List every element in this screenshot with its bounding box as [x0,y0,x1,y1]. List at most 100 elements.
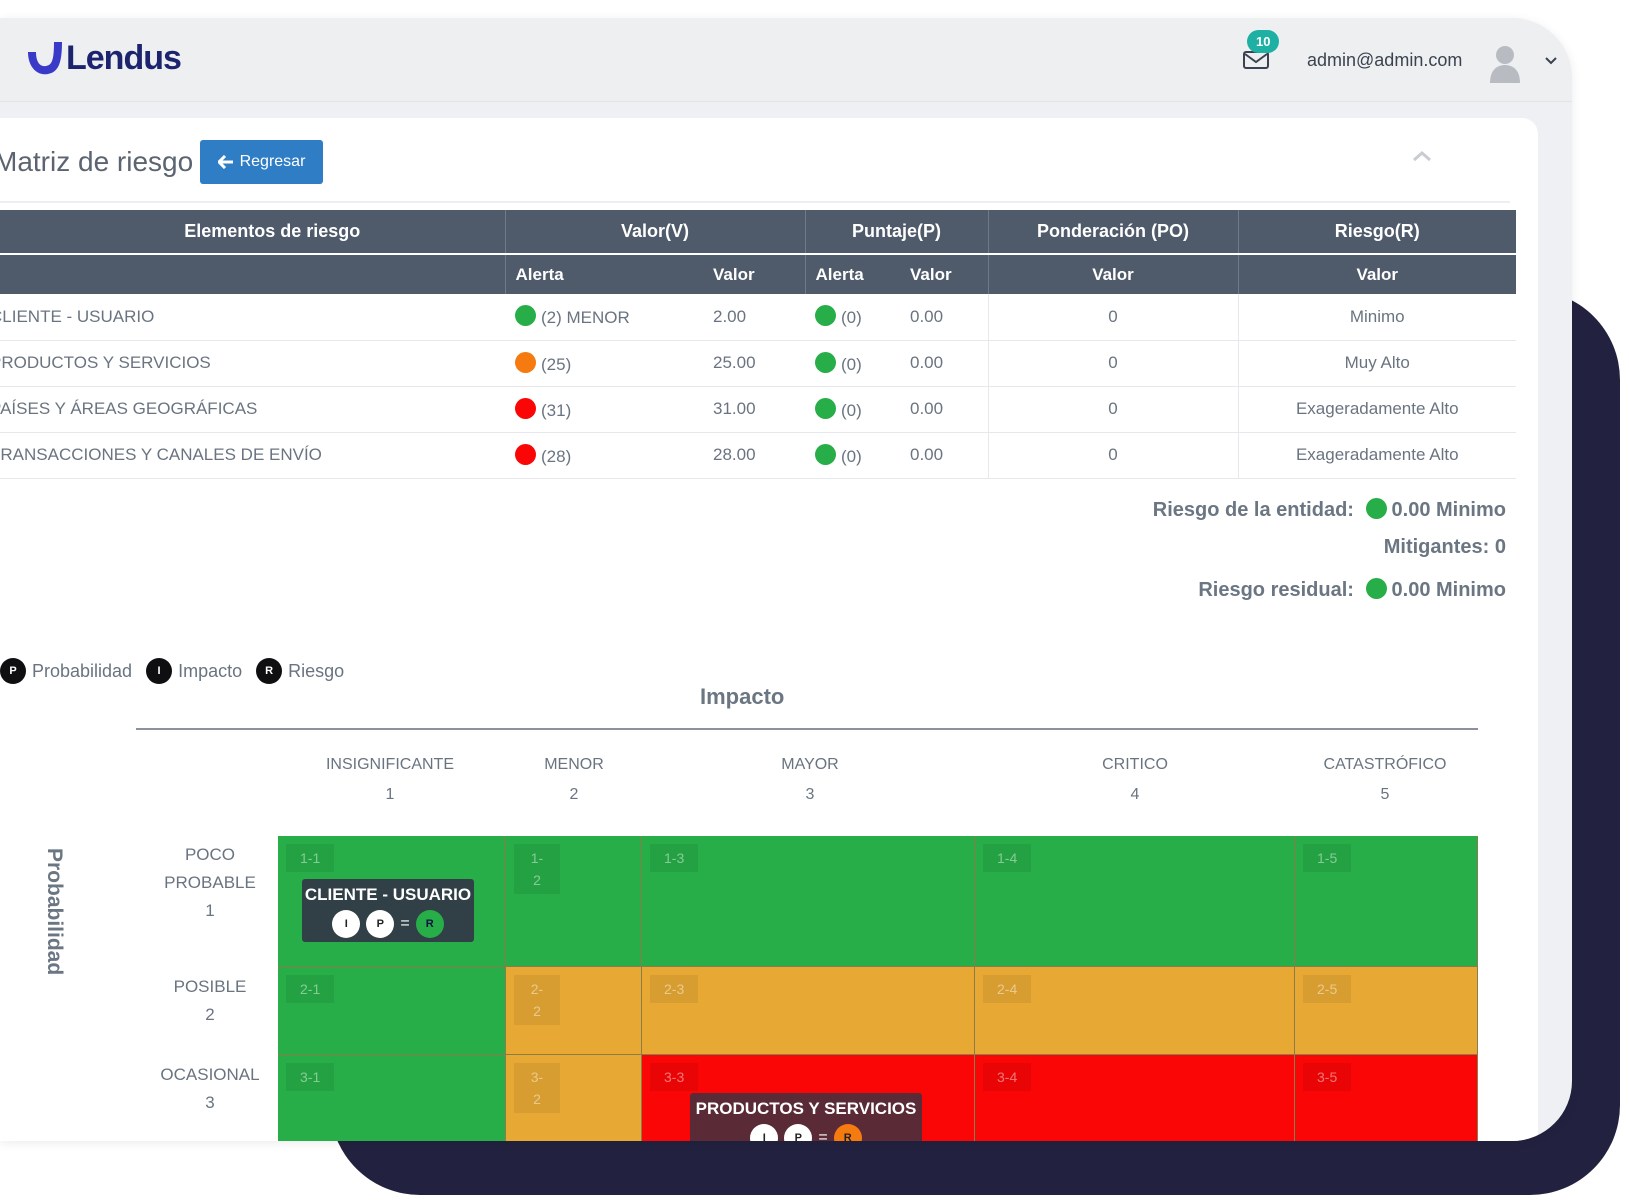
chevron-up-icon[interactable] [1410,148,1434,164]
probability-axis-title: Probabilidad [43,848,66,976]
chevron-down-icon[interactable] [1544,54,1558,68]
v-alert-dot [515,397,536,419]
risk-element-card[interactable]: CLIENTE - USUARIO I P = R [302,879,474,942]
impact-level-num: 1 [385,786,395,803]
row-po-value: 0 [987,432,1238,479]
impact-level-num: 3 [805,786,815,803]
p-alert-text: (0) [841,308,862,328]
back-button-label: Regresar [239,153,306,170]
legend-p-badge: P [0,658,26,684]
row-element: CLIENTE - USUARIO [0,294,505,341]
residual-risk: Riesgo residual: 0.00 Minimo [1198,578,1506,602]
residual-risk-value: 0.00 Minimo [1391,579,1506,601]
matrix-cell[interactable]: 2-1 [278,967,506,1055]
row-p-alert: (0) [805,386,900,433]
v-alert-dot [515,443,536,465]
impact-level-num: 5 [1380,786,1390,803]
legend-r-badge: R [256,658,283,684]
impact-level-num: 4 [1130,786,1140,803]
matrix-cell-tag: 3-1 [286,1063,335,1091]
risk-element-card[interactable]: PRODUCTOS Y SERVICIOS I P = R [690,1093,922,1141]
row-p-alert: (0) [805,294,900,341]
matrix-cell-tag: 2-4 [983,975,1032,1003]
p-alert-text: (0) [841,400,862,420]
impact-level-header: CATASTRÓFICO 5 [1295,750,1475,810]
matrix-cell-tag: 3-5 [1303,1063,1352,1091]
matrix-cell-tag: 1-3 [650,844,699,872]
legend-p-label: Probabilidad [32,660,133,681]
v-alert-text: (2) MENOR [541,308,630,328]
entity-risk-label: Riesgo de la entidad: [1152,499,1354,521]
app-window: Lendus 10 admin@admin.com Matriz de ries… [0,18,1572,1141]
table-row: PAÍSES Y ÁREAS GEOGRÁFICAS (31) 31.00 (0) 0.… [0,386,1516,433]
matrix-cell[interactable]: 1-3 [642,836,975,967]
row-v-value: 2.00 [703,294,805,341]
impact-level-num: 2 [569,786,579,803]
matrix-cell[interactable]: 3-1 [278,1055,506,1141]
table-row: TRANSACCIONES Y CANALES DE ENVÍO (28) 28.0… [0,432,1516,479]
row-po-value: 0 [987,340,1238,387]
row-v-alert: (2) MENOR [505,294,703,341]
avatar-icon[interactable] [1488,43,1522,83]
matrix-cell[interactable]: 2-4 [975,967,1295,1055]
mitigants: Mitigantes: 0 [1384,536,1506,559]
matrix-cell[interactable]: 1-2 [506,836,642,967]
p-alert-dot [815,305,836,327]
impact-level-name: MAYOR [781,756,839,773]
row-v-value: 28.00 [703,432,805,479]
probability-level-num: 1 [205,901,215,920]
equals-sign: = [400,915,410,932]
divider [0,201,1510,203]
risk-chip: R [833,1124,862,1141]
row-po-value: 0 [987,294,1238,341]
p-alert-dot [815,397,836,419]
row-v-alert: (25) [505,340,703,387]
subheader-p-alert: Alerta [805,253,900,294]
row-p-value: 0.00 [900,386,988,433]
row-p-value: 0.00 [900,340,988,387]
matrix-cell[interactable]: 3-5 [1295,1055,1478,1141]
impact-level-name: CRITICO [1102,756,1168,773]
impact-chip: I [750,1124,779,1141]
impact-level-name: MENOR [544,756,604,773]
matrix-cell[interactable]: 2-5 [1295,967,1478,1055]
legend-i-badge: I [146,658,173,684]
matrix-cell[interactable]: 2-3 [642,967,975,1055]
risk-formula: I P = R [302,910,474,938]
risk-table: Elementos de riesgo Valor(V) Puntaje(P) … [0,210,1516,479]
back-button[interactable]: Regresar [200,140,323,184]
probability-chip: P [366,910,395,938]
matrix-cell[interactable]: 3-2 [506,1055,642,1141]
subheader-r-value: Valor [1238,253,1516,294]
matrix-cell[interactable]: 2-2 [506,967,642,1055]
user-email[interactable]: admin@admin.com [1307,50,1463,70]
probability-level-name: OCASIONAL [160,1065,260,1084]
p-alert-dot [815,443,836,465]
impact-level-name: INSIGNIFICANTE [325,756,454,773]
table-header-row: Elementos de riesgo Valor(V) Puntaje(P) … [0,210,1516,254]
risk-chip: R [415,910,444,938]
matrix-cell-tag: 3-2 [514,1063,560,1113]
matrix-cell[interactable]: 1-4 [975,836,1295,967]
arrow-left-icon [217,155,233,169]
impact-level-header: CRITICO 4 [1045,750,1225,810]
matrix-cell[interactable]: 1-5 [1295,836,1478,967]
entity-risk-dot [1365,498,1387,519]
content-panel: Matriz de riesgo Regresar Elementos de r… [0,118,1538,1141]
matrix-cell-tag: 1-5 [1303,844,1352,872]
risk-formula: I P = R [690,1124,922,1141]
matrix-cell[interactable]: 3-4 [975,1055,1295,1141]
notification-badge: 10 [1247,30,1280,53]
subheader-v-alert: Alerta [505,253,703,294]
impact-level-header: MENOR 2 [484,750,664,810]
mitigants-label: Mitigantes: [1383,536,1490,558]
col-header-score: Puntaje(P) [805,210,989,254]
row-p-alert: (0) [805,432,900,479]
logo[interactable]: Lendus [22,38,182,78]
equals-sign: = [818,1129,828,1141]
subheader-v-value: Valor [703,253,806,294]
matrix-cell-tag: 3-3 [650,1063,699,1091]
row-v-alert: (28) [505,432,703,479]
probability-level-header: POSIBLE 2 [140,973,280,1029]
